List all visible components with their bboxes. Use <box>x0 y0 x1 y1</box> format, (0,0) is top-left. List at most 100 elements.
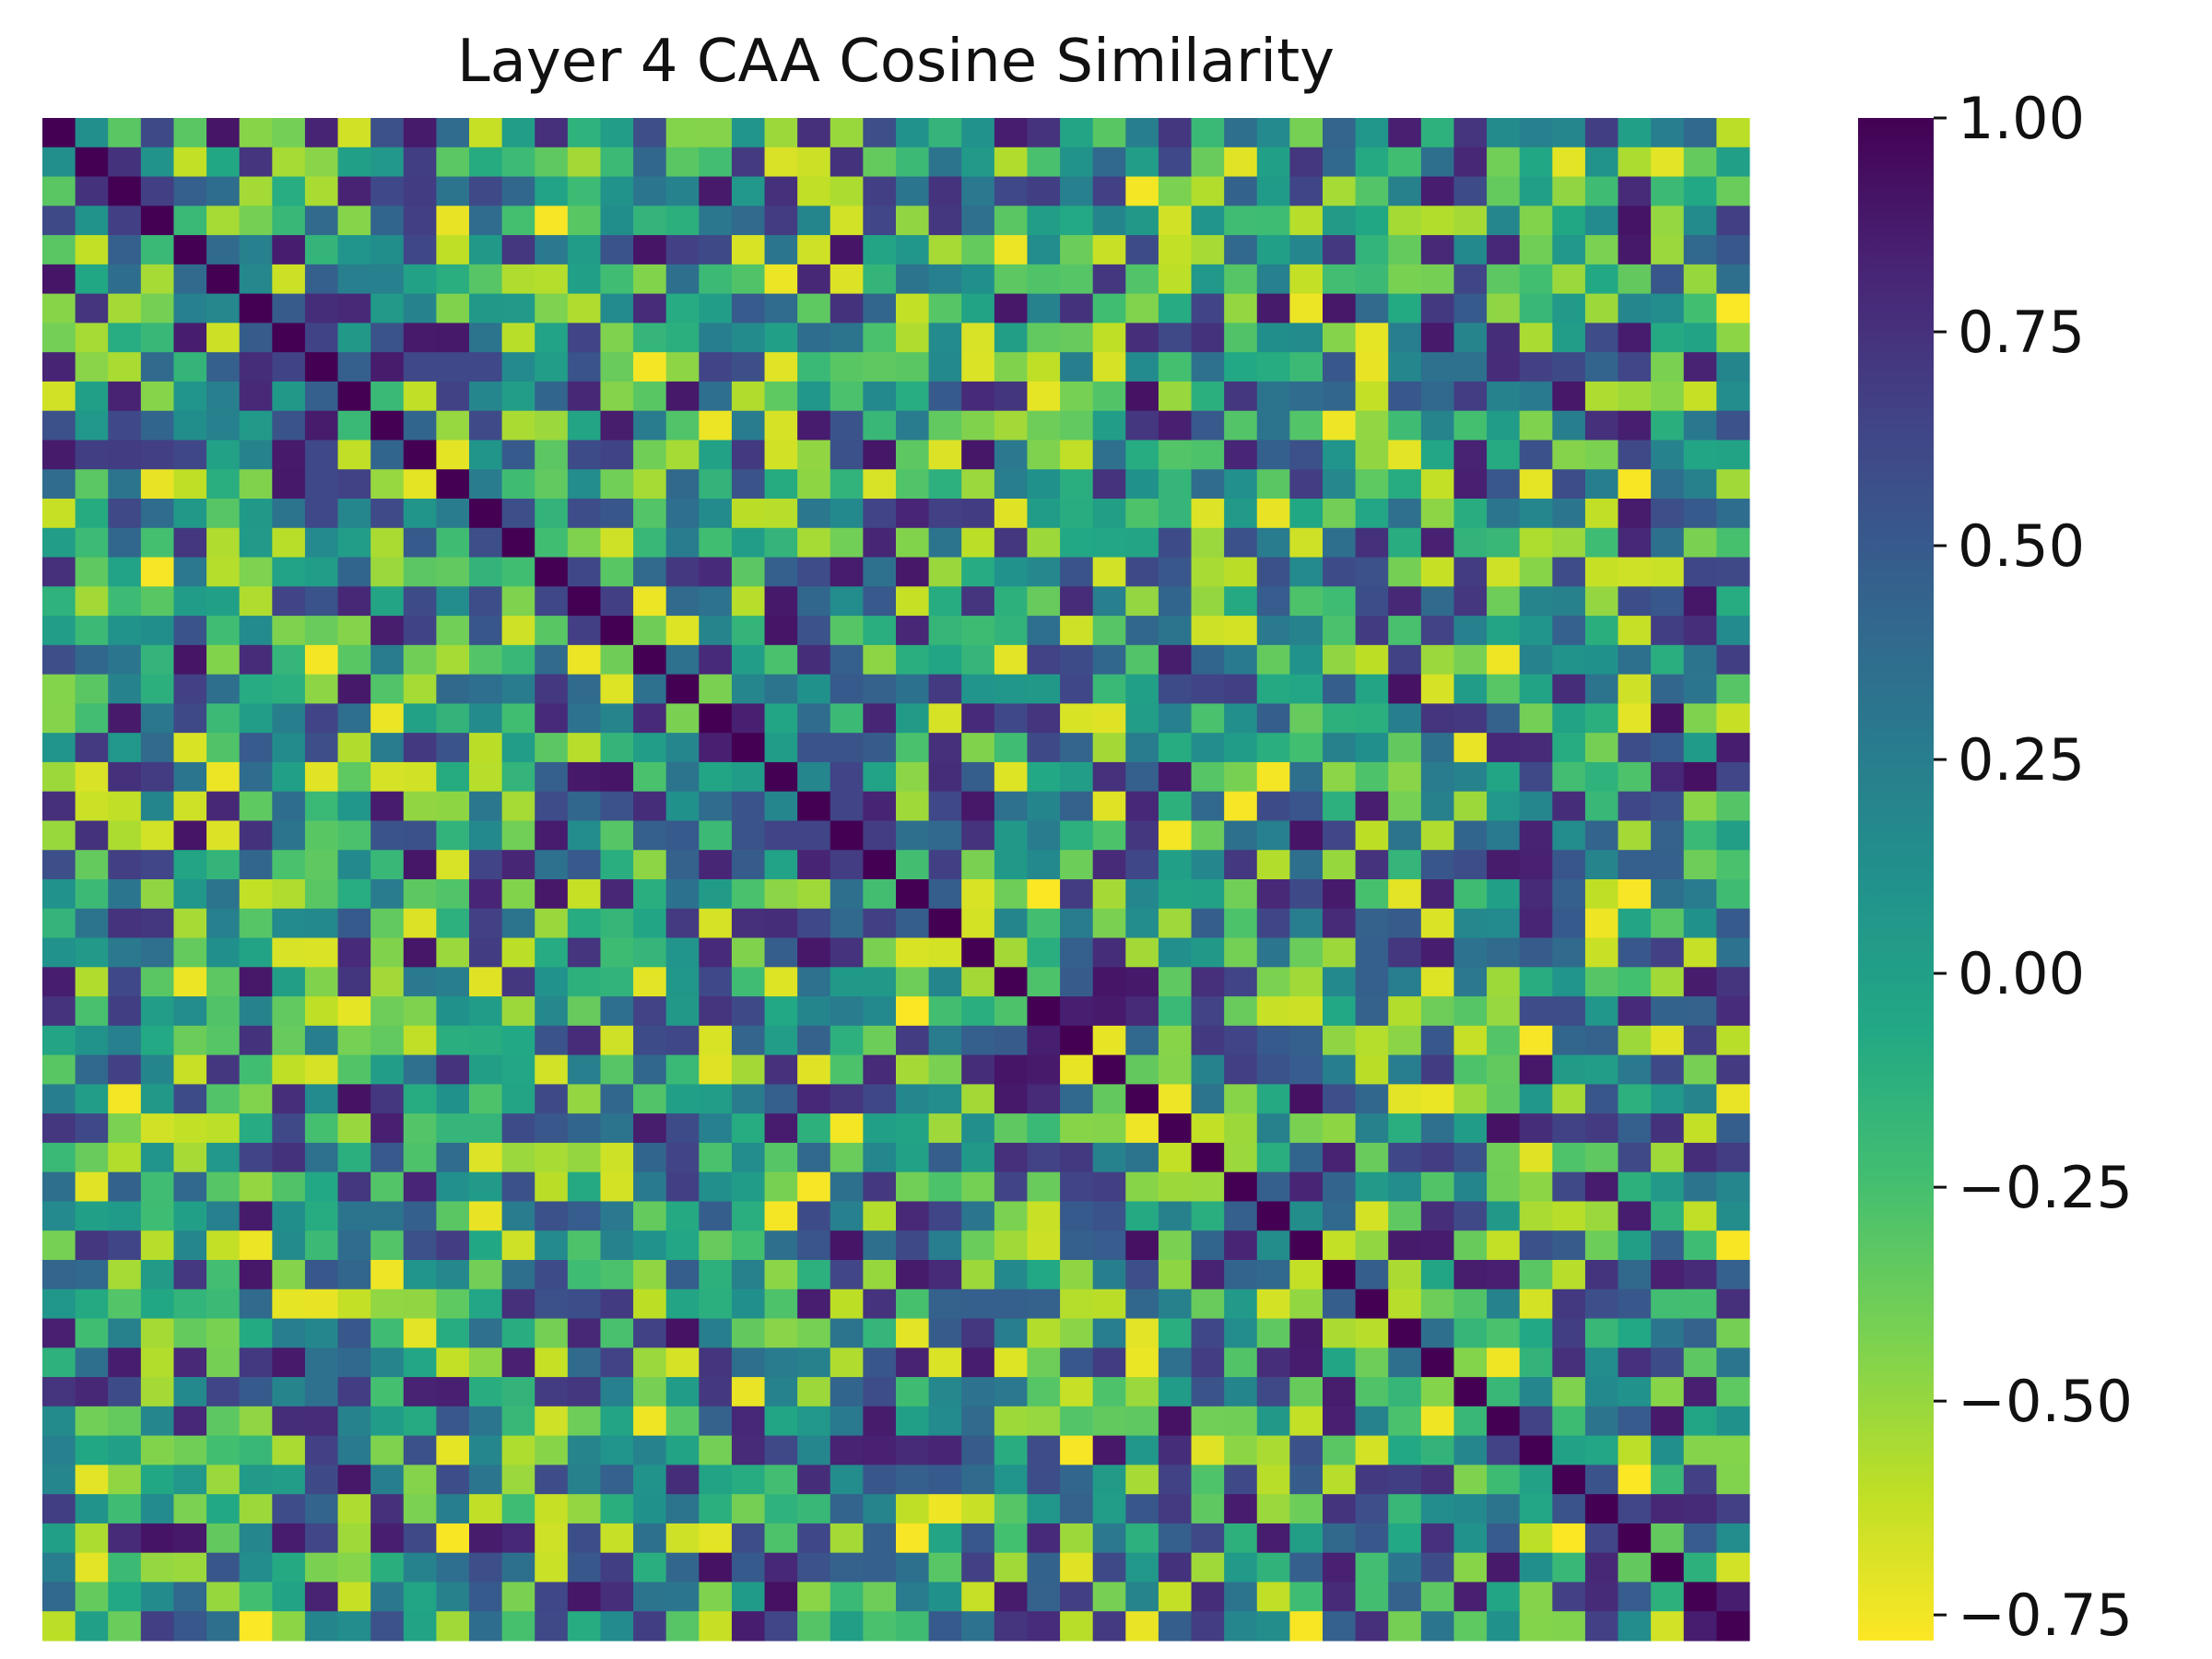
heatmap-cell <box>272 937 306 968</box>
heatmap-cell <box>436 1611 470 1641</box>
heatmap-cell <box>1125 293 1159 324</box>
heatmap-cell <box>1388 323 1422 353</box>
heatmap-cell <box>1323 1582 1357 1612</box>
heatmap-cell <box>1355 1465 1389 1495</box>
heatmap-cell <box>863 967 897 997</box>
heatmap-cell <box>1519 1435 1553 1465</box>
heatmap-cell <box>1584 264 1619 295</box>
heatmap-cell <box>371 527 405 559</box>
heatmap-cell <box>469 147 503 178</box>
heatmap-cell <box>633 1347 667 1378</box>
heatmap-cell <box>436 381 470 412</box>
heatmap-cell <box>731 850 766 880</box>
heatmap-cell <box>501 996 535 1027</box>
heatmap-cell <box>567 937 602 968</box>
heatmap-cell <box>1125 1084 1159 1114</box>
heatmap-cell <box>1323 1494 1357 1524</box>
heatmap-cell <box>436 616 470 646</box>
heatmap-cell <box>863 908 897 939</box>
heatmap-cell <box>1256 527 1290 559</box>
heatmap-cell <box>1323 557 1357 587</box>
heatmap-cell <box>1191 147 1225 178</box>
heatmap-cell <box>206 674 241 704</box>
heatmap-cell <box>272 791 306 822</box>
heatmap-cell <box>896 1582 930 1612</box>
heatmap-cell <box>1584 499 1619 529</box>
heatmap-cell <box>1683 733 1717 763</box>
heatmap-cell <box>1420 1201 1455 1231</box>
heatmap-cell <box>1323 293 1357 324</box>
heatmap-cell <box>337 469 371 500</box>
heatmap-cell <box>304 293 339 324</box>
heatmap-cell <box>1453 644 1488 676</box>
heatmap-cell <box>961 1230 995 1261</box>
heatmap-cell <box>1552 703 1586 734</box>
heatmap-cell <box>1683 1435 1717 1465</box>
heatmap-cell <box>764 879 798 910</box>
heatmap-cell <box>535 850 569 880</box>
heatmap-cell <box>501 586 535 617</box>
heatmap-cell <box>797 1201 831 1231</box>
heatmap-cell <box>994 1054 1029 1085</box>
heatmap-cell <box>1552 733 1586 763</box>
heatmap-cell <box>797 527 831 559</box>
heatmap-cell <box>665 879 700 910</box>
heatmap-cell <box>600 352 634 382</box>
heatmap-cell <box>1092 674 1126 704</box>
heatmap-cell <box>1487 1582 1521 1612</box>
heatmap-cell <box>501 1552 535 1583</box>
heatmap-cell <box>1027 996 1061 1027</box>
heatmap-cell <box>1027 1084 1061 1114</box>
heatmap-cell <box>501 469 535 500</box>
heatmap-cell <box>665 703 700 734</box>
heatmap-cell <box>535 147 569 178</box>
heatmap-cell <box>42 293 76 324</box>
heatmap-cell <box>1519 1552 1553 1583</box>
heatmap-cell <box>304 235 339 265</box>
heatmap-cell <box>731 1142 766 1173</box>
heatmap-cell <box>108 908 142 939</box>
heatmap-cell <box>600 235 634 265</box>
colorbar-tick-label: 0.00 <box>1958 940 2085 1007</box>
heatmap-cell <box>600 644 634 676</box>
heatmap-cell <box>75 1377 109 1407</box>
heatmap-cell <box>1618 1230 1652 1261</box>
heatmap-cell <box>371 908 405 939</box>
heatmap-cell <box>337 557 371 587</box>
heatmap-cell <box>1158 293 1193 324</box>
heatmap-cell <box>665 1288 700 1320</box>
heatmap-cell <box>830 1435 864 1465</box>
heatmap-cell <box>173 1465 207 1495</box>
heatmap-cell <box>140 879 175 910</box>
heatmap-cell <box>1092 703 1126 734</box>
heatmap-cell <box>1158 235 1193 265</box>
heatmap-cell <box>206 118 241 148</box>
heatmap-cell <box>501 1347 535 1378</box>
heatmap-cell <box>1289 499 1324 529</box>
heatmap-cell <box>272 1318 306 1348</box>
heatmap-cell <box>1323 381 1357 412</box>
heatmap-cell <box>699 879 733 910</box>
heatmap-cell <box>535 410 569 441</box>
heatmap-cell <box>1256 176 1290 206</box>
heatmap-cell <box>1158 1582 1193 1612</box>
heatmap-cell <box>1323 967 1357 997</box>
heatmap-cell <box>1519 381 1553 412</box>
heatmap-cell <box>1092 850 1126 880</box>
heatmap-cell <box>1125 1494 1159 1524</box>
heatmap-cell <box>1651 967 1685 997</box>
heatmap-cell <box>1289 1230 1324 1261</box>
heatmap-cell <box>1552 1084 1586 1114</box>
heatmap-cell <box>239 557 273 587</box>
heatmap-cell <box>633 820 667 851</box>
heatmap-cell <box>1092 761 1126 793</box>
heatmap-cell <box>567 644 602 676</box>
heatmap-cell <box>699 791 733 822</box>
heatmap-cell <box>1651 879 1685 910</box>
heatmap-cell <box>1420 499 1455 529</box>
heatmap-cell <box>403 644 437 676</box>
heatmap-cell <box>403 1582 437 1612</box>
heatmap-cell <box>75 1465 109 1495</box>
heatmap-cell <box>830 440 864 470</box>
heatmap-cell <box>337 352 371 382</box>
